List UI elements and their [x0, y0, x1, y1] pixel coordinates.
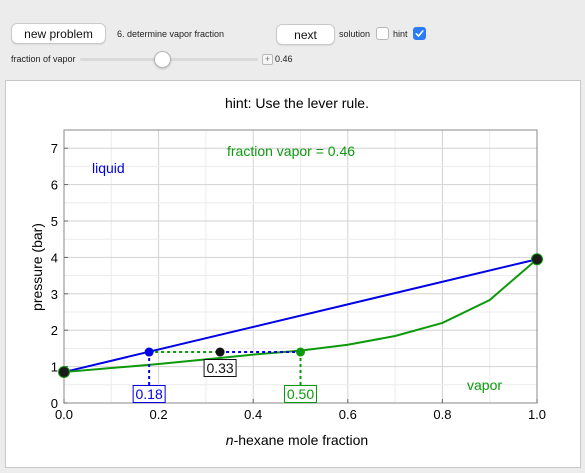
liquid-composition-value-label: 0.18	[136, 386, 163, 402]
liquid-composition-point[interactable]	[144, 347, 154, 357]
slider-thumb[interactable]	[153, 51, 171, 68]
vapor-composition-point[interactable]	[296, 347, 305, 357]
vapor-composition-value-box	[284, 385, 317, 403]
liquid-composition-value-box	[132, 385, 166, 403]
y-tick-label: 6	[51, 178, 58, 193]
y-tick-label: 3	[51, 287, 58, 302]
slider-label: fraction of vapor	[11, 54, 76, 64]
y-tick-label: 7	[51, 141, 58, 156]
endpoint-pure-heptane[interactable]	[58, 366, 70, 379]
plot-panel: hint: Use the lever rule. 0.0 0.2 0.4 0.6 0.…	[5, 80, 581, 468]
slider-expand-icon[interactable]: +	[262, 54, 273, 65]
solution-label: solution	[339, 29, 371, 39]
vapor-region-label: vapor	[467, 377, 502, 393]
grid	[64, 130, 538, 403]
marks: 0.18 0.33 0.50	[58, 253, 543, 403]
y-axis-label: pressure (bar)	[29, 223, 45, 311]
x-tick-label: 1.0	[528, 407, 546, 422]
x-axis-label: n-hexane mole fraction	[226, 432, 368, 448]
slider-value: 0.46	[275, 54, 293, 64]
checkmark-icon	[415, 30, 424, 37]
overall-composition-point[interactable]	[215, 347, 225, 357]
vapor-composition-value-label: 0.50	[287, 386, 314, 402]
x-tick-label: 0.6	[339, 407, 357, 422]
y-tick-label: 5	[51, 214, 58, 229]
x-tick-label: 0.2	[150, 407, 168, 422]
axis-ticks: 0.0 0.2 0.4 0.6 0.8 1.0 0 1 2 3 4 5 6 7	[51, 141, 546, 422]
hint-label: hint	[393, 29, 408, 39]
y-tick-label: 0	[51, 396, 58, 411]
hint-checkbox[interactable]	[413, 27, 426, 40]
new-problem-button[interactable]: new problem	[11, 23, 106, 44]
x-tick-label: 0.4	[244, 407, 262, 422]
endpoint-pure-hexane[interactable]	[531, 253, 543, 266]
next-button[interactable]: next	[276, 24, 335, 45]
solution-checkbox[interactable]	[376, 27, 389, 40]
liquid-bubble-line	[63, 258, 538, 374]
y-tick-label: 1	[51, 360, 58, 375]
fraction-vapor-text: fraction vapor = 0.46	[227, 143, 355, 159]
phase-diagram: hint: Use the lever rule. 0.0 0.2 0.4 0.6 0.…	[29, 95, 546, 448]
x-tick-label: 0.8	[433, 407, 451, 422]
problem-label: 6. determine vapor fraction	[117, 29, 225, 39]
y-tick-label: 2	[51, 323, 58, 338]
y-tick-label: 4	[51, 250, 58, 265]
x-tick-label: 0.0	[55, 407, 73, 422]
overall-composition-value-box	[203, 359, 237, 377]
hint-text: hint: Use the lever rule.	[225, 95, 369, 111]
overall-composition-value-label: 0.33	[206, 360, 233, 376]
liquid-region-label: liquid	[92, 160, 125, 176]
